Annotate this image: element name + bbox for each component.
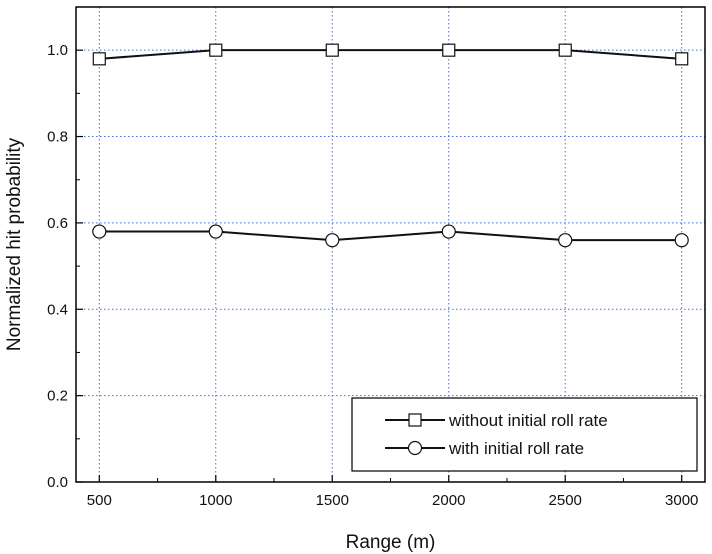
y-tick-label: 0.4 [47,301,68,318]
series-line [99,230,682,242]
series-2 [92,224,689,248]
x-axis-title: Range (m) [346,532,436,553]
y-tick-label: 0.0 [47,474,68,491]
y-tick-label: 1.0 [47,42,68,59]
y-tick-label: 0.8 [47,129,68,146]
legend: without initial roll rate with initial ro… [351,397,698,472]
data-point [209,43,223,57]
legend-marker [407,440,423,456]
data-point [558,43,572,57]
x-tick-label: 2500 [549,492,582,509]
data-point [208,224,223,239]
y-axis-title: Normalized hit probability [4,137,25,351]
legend-box [351,397,698,472]
series-1 [92,43,689,66]
data-point [441,224,456,239]
data-point [325,233,340,248]
data-point [558,233,573,248]
x-tick-label: 3000 [665,492,698,509]
legend-item: without initial roll rate [385,411,608,430]
y-tick-label: 0.6 [47,215,68,232]
data-point [675,52,689,66]
data-point [442,43,456,57]
x-tick-label: 500 [87,492,112,509]
legend-marker [408,413,422,427]
legend-label: with initial roll rate [448,439,584,458]
series-line [99,49,682,60]
data-point [92,224,107,239]
x-tick-label: 1000 [199,492,232,509]
tick-layer: 500 1000 1500 2000 2500 3000 0.0 0.2 0.4 0.6 0.8 1.… [47,42,698,509]
legend-label: without initial roll rate [448,411,608,430]
y-tick-label: 0.2 [47,388,68,405]
x-tick-label: 1500 [316,492,349,509]
data-point [325,43,339,57]
data-point [674,233,689,248]
series-layer [92,43,689,248]
x-tick-label: 2000 [432,492,465,509]
data-point [92,52,106,66]
legend-item: with initial roll rate [385,439,584,458]
